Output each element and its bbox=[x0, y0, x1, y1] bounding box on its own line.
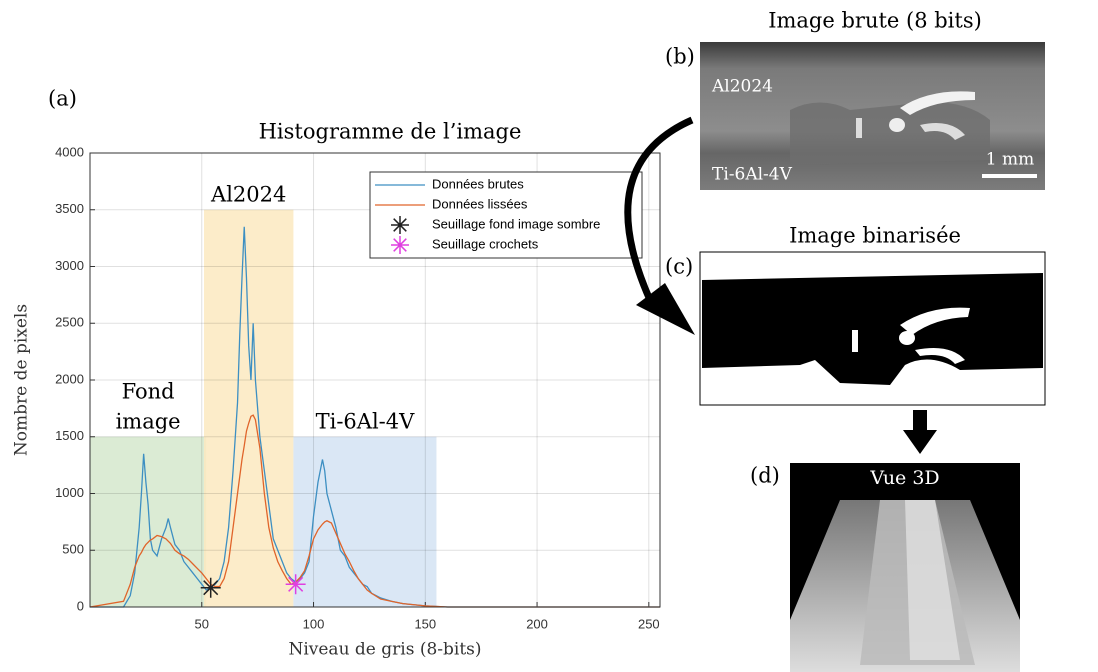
panel-label: (d) bbox=[750, 464, 780, 488]
panel-title: Image brute (8 bits) bbox=[768, 9, 982, 33]
plot-frame bbox=[89, 152, 661, 608]
region bbox=[204, 209, 294, 607]
region bbox=[293, 436, 437, 607]
legend-label: Données lissées bbox=[432, 196, 528, 211]
chart-title: Histogramme de l’image bbox=[259, 120, 522, 144]
arrow bbox=[903, 410, 937, 454]
x-axis-label: Niveau de gris (8-bits) bbox=[288, 640, 481, 660]
region bbox=[90, 436, 207, 607]
panel-title: Vue 3D bbox=[869, 467, 939, 489]
legend-swatch bbox=[391, 216, 409, 234]
x-tick-label: 50 bbox=[195, 616, 209, 631]
threshold-marker bbox=[285, 574, 306, 595]
series-line bbox=[90, 226, 660, 608]
y-tick-label: 500 bbox=[62, 542, 84, 557]
y-tick-label: 2500 bbox=[55, 315, 84, 330]
legend-label: Seuillage crochets bbox=[432, 236, 539, 251]
3d-view: Vue 3D bbox=[790, 463, 1020, 672]
region-label: image bbox=[116, 409, 181, 433]
region-label: Fond bbox=[122, 379, 175, 403]
x-tick-label: 100 bbox=[303, 616, 325, 631]
plot: 0 500 1000 1500 2000 2500 3000 3500 4000 50 100 150… bbox=[55, 144, 661, 631]
legend-swatch bbox=[391, 236, 409, 254]
threshold-marker bbox=[200, 577, 221, 598]
x-tick-label: 250 bbox=[638, 616, 660, 631]
y-tick-label: 1000 bbox=[55, 485, 84, 500]
y-tick-label: 4000 bbox=[55, 144, 84, 159]
arrow bbox=[624, 116, 694, 302]
binary-image bbox=[699, 251, 1046, 406]
legend bbox=[369, 171, 643, 259]
material-label: Al2024 bbox=[711, 77, 773, 97]
y-tick-label: 3000 bbox=[55, 258, 84, 273]
y-axis-label: Nombre de pixels bbox=[12, 304, 32, 456]
raw-image: Al2024 Ti-6Al-4V 1 mm bbox=[700, 42, 1045, 190]
y-tick-label: 0 bbox=[77, 598, 84, 613]
y-tick-label: 3500 bbox=[55, 201, 84, 216]
y-tick-label: 2000 bbox=[55, 371, 84, 386]
material-label: Ti-6Al-4V bbox=[712, 165, 793, 185]
region-label: Ti-6Al-4V bbox=[316, 409, 416, 433]
series-line bbox=[89, 414, 660, 608]
scale-bar-label: 1 mm bbox=[986, 150, 1034, 170]
x-tick-label: 150 bbox=[414, 616, 436, 631]
region-label: Al2024 bbox=[210, 182, 286, 206]
panel-label: (a) bbox=[48, 87, 77, 111]
panel-label: (b) bbox=[665, 45, 695, 69]
legend-label: Seuillage fond image sombre bbox=[432, 216, 600, 231]
y-tick-label: 1500 bbox=[55, 428, 84, 443]
legend-label: Données brutes bbox=[432, 176, 524, 191]
panel-title: Image binarisée bbox=[789, 224, 961, 248]
arrow-head bbox=[636, 283, 695, 335]
panel-label: (c) bbox=[665, 255, 693, 279]
x-tick-label: 200 bbox=[526, 616, 548, 631]
